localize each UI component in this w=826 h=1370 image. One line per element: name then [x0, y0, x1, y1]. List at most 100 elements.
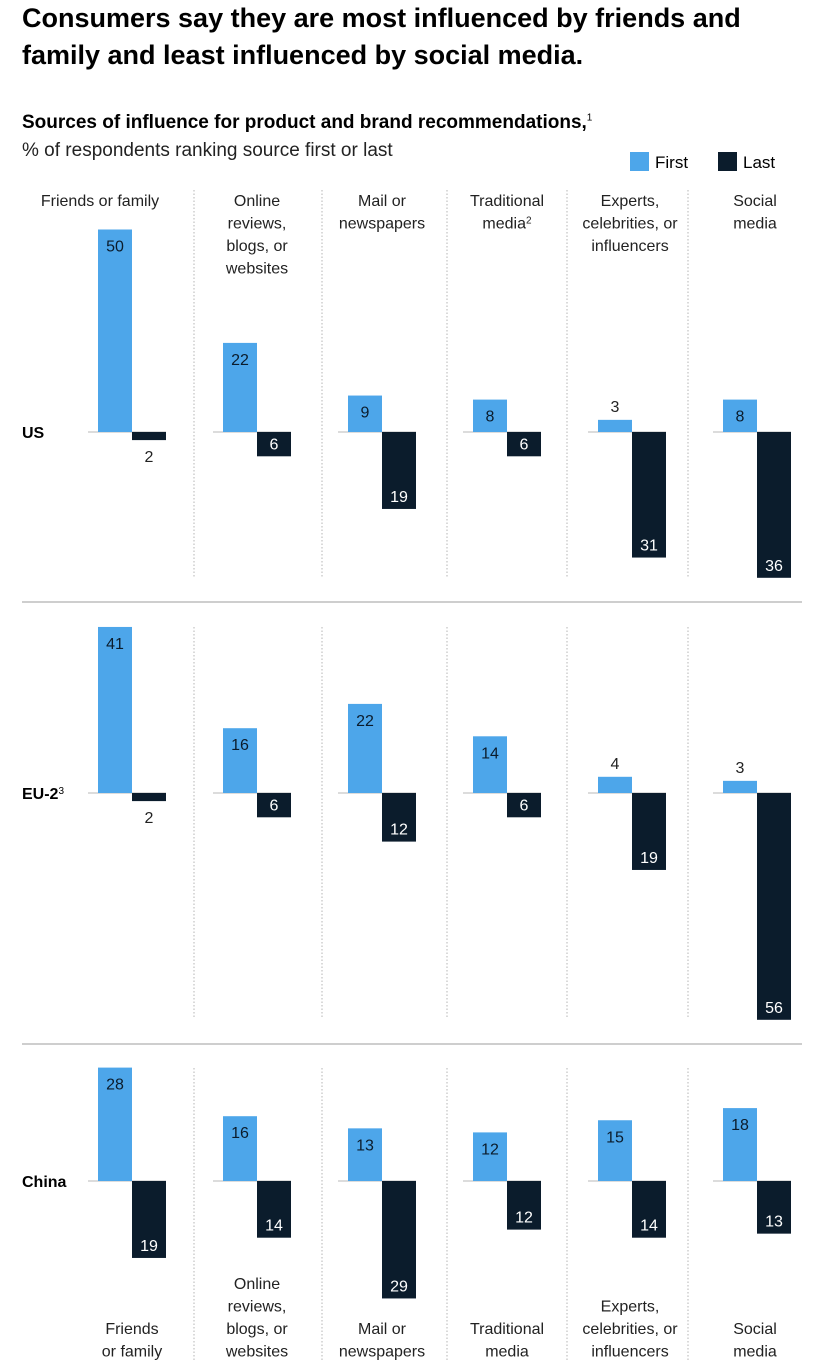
bar-last: [132, 1181, 166, 1258]
column-label-bottom: blogs, or: [226, 1321, 288, 1338]
column-label-bottom: media: [485, 1344, 529, 1361]
legend-item-last: Last: [718, 152, 775, 173]
bar-last: [382, 793, 416, 842]
bar-first: [98, 1067, 132, 1181]
bar-last: [632, 432, 666, 558]
data-label-last: 19: [390, 489, 408, 506]
data-label-first: 4: [611, 756, 620, 773]
column-label-top: newspapers: [339, 216, 425, 233]
region-label: US: [22, 425, 45, 442]
column-label-bottom: media: [733, 1344, 777, 1361]
bar-last: [132, 793, 166, 802]
column-label-bottom: Online: [234, 1276, 280, 1293]
data-label-first: 3: [611, 399, 620, 416]
column-label-bottom: Mail or: [358, 1321, 407, 1338]
column-label-bottom: influencers: [591, 1344, 668, 1361]
data-label-last: 19: [140, 1238, 158, 1255]
column-label-top: Friends or family: [41, 193, 159, 210]
column-label-top: Mail or: [358, 193, 407, 210]
column-label-top: blogs, or: [226, 238, 288, 255]
data-label-first: 9: [361, 405, 370, 422]
data-label-last: 12: [515, 1210, 533, 1227]
region-label: China: [22, 1174, 67, 1191]
bar-last: [382, 432, 416, 509]
data-label-last: 14: [640, 1218, 658, 1235]
region-footnote-marker: 3: [58, 786, 64, 797]
column-label-bottom: newspapers: [339, 1344, 425, 1361]
column-label-top: celebrities, or: [582, 216, 678, 233]
data-label-last: 13: [765, 1214, 783, 1231]
bar-first: [598, 1120, 632, 1181]
column-label-bottom: celebrities, or: [582, 1321, 678, 1338]
legend-swatch-last: [718, 152, 737, 171]
data-label-first: 50: [106, 239, 124, 256]
data-label-first: 3: [736, 760, 745, 777]
data-label-last: 2: [145, 810, 154, 827]
column-label-footnote-marker: 2: [526, 215, 532, 226]
bar-first: [223, 342, 257, 432]
column-label-top: media: [733, 216, 777, 233]
column-label-bottom: Experts,: [601, 1299, 660, 1316]
data-label-last: 6: [270, 797, 279, 814]
legend-swatch-first: [630, 152, 649, 171]
data-label-last: 6: [520, 797, 529, 814]
data-label-last: 19: [640, 850, 658, 867]
bar-first: [598, 419, 632, 432]
bar-first: [723, 1108, 757, 1181]
legend-label-last: Last: [743, 153, 776, 172]
bar-first: [98, 626, 132, 793]
bar-last: [507, 432, 541, 457]
bar-last: [257, 793, 291, 818]
data-label-first: 22: [356, 713, 374, 730]
data-label-first: 12: [481, 1141, 499, 1158]
bar-last: [632, 793, 666, 870]
column-label-top: Social: [733, 193, 777, 210]
bar-first: [598, 776, 632, 793]
data-label-last: 14: [265, 1218, 283, 1235]
bar-last: [257, 1181, 291, 1238]
data-label-first: 18: [731, 1117, 749, 1134]
column-label-bottom: Social: [733, 1321, 777, 1338]
column-label-top: influencers: [591, 238, 668, 255]
data-label-last: 12: [390, 822, 408, 839]
data-label-first: 8: [736, 409, 745, 426]
chart-title: Consumers say they are most influenced b…: [22, 3, 741, 70]
chart-subtitle: Sources of influence for product and bra…: [22, 112, 592, 134]
column-label-top: reviews,: [228, 216, 287, 233]
bar-last: [757, 432, 791, 578]
bar-first: [723, 780, 757, 793]
bar-first: [473, 399, 507, 432]
bar-first: [98, 229, 132, 432]
column-label-top: websites: [225, 261, 288, 278]
bar-last: [132, 432, 166, 441]
bar-first: [723, 399, 757, 432]
bar-first: [473, 736, 507, 793]
column-label-bottom: reviews,: [228, 1299, 287, 1316]
data-label-first: 22: [231, 352, 249, 369]
bar-last: [257, 432, 291, 457]
region-label: EU-23: [22, 786, 64, 804]
data-label-first: 15: [606, 1129, 624, 1146]
column-label-bottom: Traditional: [470, 1321, 544, 1338]
data-label-first: 28: [106, 1077, 124, 1094]
subtitle-text: Sources of influence for product and bra…: [22, 112, 587, 133]
data-label-last: 6: [270, 436, 279, 453]
bar-first: [348, 395, 382, 432]
bar-last: [757, 793, 791, 1020]
data-label-last: 31: [640, 538, 658, 555]
column-label-top: Traditional: [470, 193, 544, 210]
column-label-top: Experts,: [601, 193, 660, 210]
data-label-last: 2: [145, 449, 154, 466]
bar-last: [632, 1181, 666, 1238]
data-label-first: 8: [486, 409, 495, 426]
data-label-last: 29: [390, 1278, 408, 1295]
data-label-first: 41: [106, 636, 124, 653]
data-label-last: 56: [765, 1000, 783, 1017]
bar-last: [757, 1181, 791, 1234]
legend-label-first: First: [655, 153, 689, 172]
bar-first: [473, 1132, 507, 1181]
data-label-first: 14: [481, 745, 499, 762]
data-label-first: 16: [231, 737, 249, 754]
subtitle-footnote-marker: 1: [586, 112, 593, 124]
